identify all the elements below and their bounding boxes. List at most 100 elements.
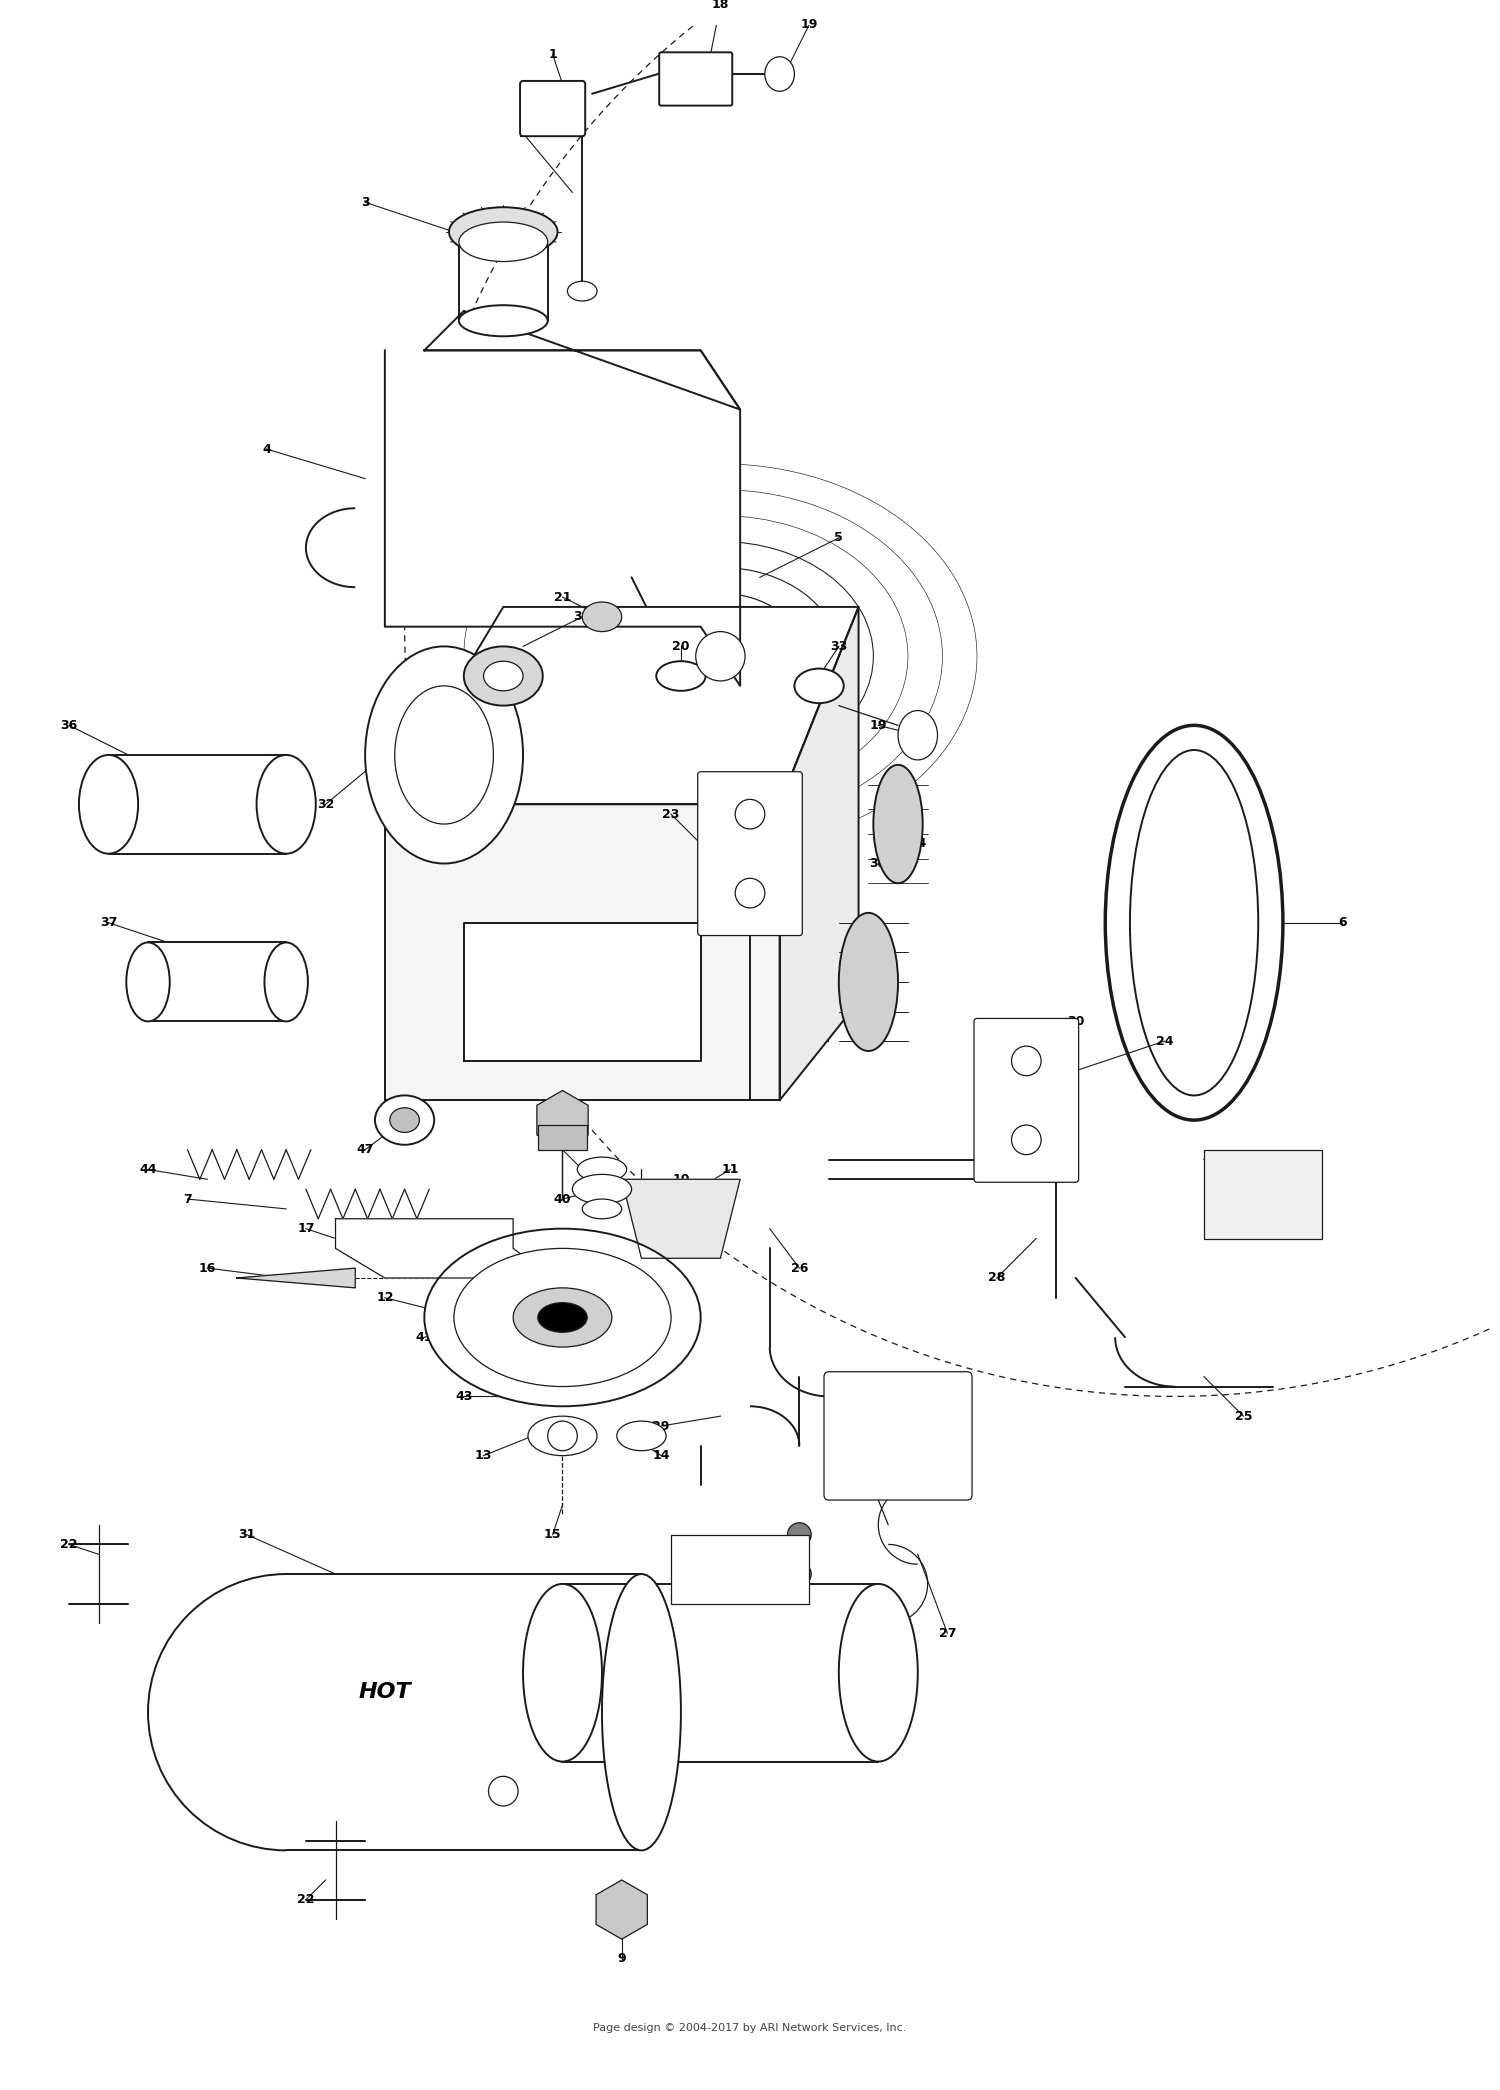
Text: 23: 23	[663, 807, 680, 821]
Polygon shape	[386, 805, 780, 1099]
Text: 25: 25	[1234, 1409, 1252, 1423]
Polygon shape	[424, 311, 740, 410]
Ellipse shape	[459, 226, 548, 257]
Ellipse shape	[464, 646, 543, 706]
Text: 1: 1	[549, 48, 556, 61]
Ellipse shape	[567, 282, 597, 301]
Text: 19: 19	[801, 19, 818, 31]
Text: 18: 18	[711, 0, 729, 10]
Text: 36: 36	[60, 719, 78, 731]
Ellipse shape	[459, 305, 548, 336]
Ellipse shape	[602, 1574, 681, 1850]
Text: 14: 14	[652, 1448, 670, 1463]
Text: 43: 43	[454, 1390, 472, 1402]
Ellipse shape	[80, 754, 138, 853]
Text: 8: 8	[578, 1162, 586, 1177]
Ellipse shape	[364, 646, 524, 863]
Circle shape	[1011, 1047, 1041, 1076]
Ellipse shape	[528, 1417, 597, 1455]
FancyBboxPatch shape	[658, 52, 732, 107]
Text: Page design © 2004-2017 by ARI Network Services, Inc.: Page design © 2004-2017 by ARI Network S…	[594, 2023, 906, 2034]
Text: 35: 35	[870, 857, 886, 869]
Ellipse shape	[839, 913, 898, 1051]
Text: 44: 44	[140, 1162, 158, 1177]
Bar	[670, 1534, 808, 1603]
Circle shape	[735, 798, 765, 830]
Ellipse shape	[390, 1108, 420, 1133]
Ellipse shape	[1130, 750, 1258, 1095]
Text: 46: 46	[692, 1223, 709, 1235]
Text: 24: 24	[1155, 1035, 1173, 1047]
Ellipse shape	[256, 754, 316, 853]
Ellipse shape	[898, 711, 938, 761]
Text: 17: 17	[297, 1223, 315, 1235]
Text: 7: 7	[183, 1193, 192, 1206]
Text: 9: 9	[538, 1133, 548, 1145]
FancyBboxPatch shape	[698, 771, 802, 936]
Text: 31: 31	[238, 1528, 255, 1540]
Polygon shape	[386, 351, 740, 686]
Ellipse shape	[616, 1421, 666, 1450]
Polygon shape	[336, 1218, 552, 1277]
Text: 22: 22	[297, 1894, 315, 1906]
Text: 4: 4	[262, 443, 272, 456]
Polygon shape	[464, 922, 700, 1062]
Polygon shape	[237, 1269, 356, 1287]
Ellipse shape	[1106, 725, 1282, 1120]
Text: 27: 27	[939, 1626, 956, 1641]
Bar	[1204, 1150, 1323, 1239]
Text: 28: 28	[988, 1271, 1005, 1285]
Text: 32: 32	[316, 798, 334, 811]
Circle shape	[696, 631, 746, 681]
Text: 33: 33	[830, 640, 848, 652]
Ellipse shape	[483, 660, 524, 692]
Ellipse shape	[873, 765, 922, 884]
Text: 26: 26	[790, 1262, 808, 1275]
Circle shape	[788, 1561, 812, 1586]
Text: 21: 21	[554, 591, 572, 604]
Text: 15: 15	[544, 1528, 561, 1540]
Text: 22: 22	[60, 1538, 78, 1551]
Ellipse shape	[765, 56, 795, 92]
Ellipse shape	[454, 1248, 670, 1386]
Text: 10: 10	[672, 1172, 690, 1185]
Text: 11: 11	[722, 1162, 740, 1177]
Ellipse shape	[538, 1302, 586, 1331]
Circle shape	[489, 1776, 518, 1806]
Ellipse shape	[839, 1584, 918, 1762]
Text: 45: 45	[692, 1183, 709, 1195]
Text: 29: 29	[652, 1419, 670, 1432]
Polygon shape	[386, 606, 858, 805]
Text: 47: 47	[357, 1143, 374, 1156]
Text: 48: 48	[1234, 1172, 1252, 1185]
Text: 41: 41	[416, 1331, 434, 1344]
Text: 9: 9	[618, 1952, 626, 1965]
Text: 16: 16	[198, 1262, 216, 1275]
Ellipse shape	[459, 222, 548, 261]
Text: HOT: HOT	[358, 1682, 411, 1703]
FancyBboxPatch shape	[974, 1018, 1078, 1183]
Text: 30: 30	[1066, 1016, 1084, 1028]
Polygon shape	[780, 606, 858, 1099]
Text: 38: 38	[573, 610, 591, 623]
Text: 3: 3	[362, 196, 369, 209]
Ellipse shape	[524, 1584, 602, 1762]
Bar	[538, 1124, 586, 1150]
Ellipse shape	[448, 207, 558, 257]
Text: 39: 39	[594, 1162, 610, 1177]
Ellipse shape	[126, 943, 170, 1022]
Polygon shape	[596, 1881, 648, 1940]
Polygon shape	[537, 1091, 588, 1150]
Ellipse shape	[578, 1158, 627, 1181]
Circle shape	[548, 1421, 578, 1450]
Text: 40: 40	[454, 1252, 472, 1264]
Ellipse shape	[513, 1287, 612, 1348]
FancyBboxPatch shape	[824, 1371, 972, 1501]
Text: 12: 12	[376, 1292, 393, 1304]
Ellipse shape	[375, 1095, 434, 1145]
Text: 42: 42	[454, 1350, 472, 1363]
Text: 2: 2	[519, 127, 528, 140]
Ellipse shape	[582, 602, 621, 631]
Text: 5: 5	[834, 531, 843, 543]
Text: 6: 6	[1338, 915, 1347, 930]
